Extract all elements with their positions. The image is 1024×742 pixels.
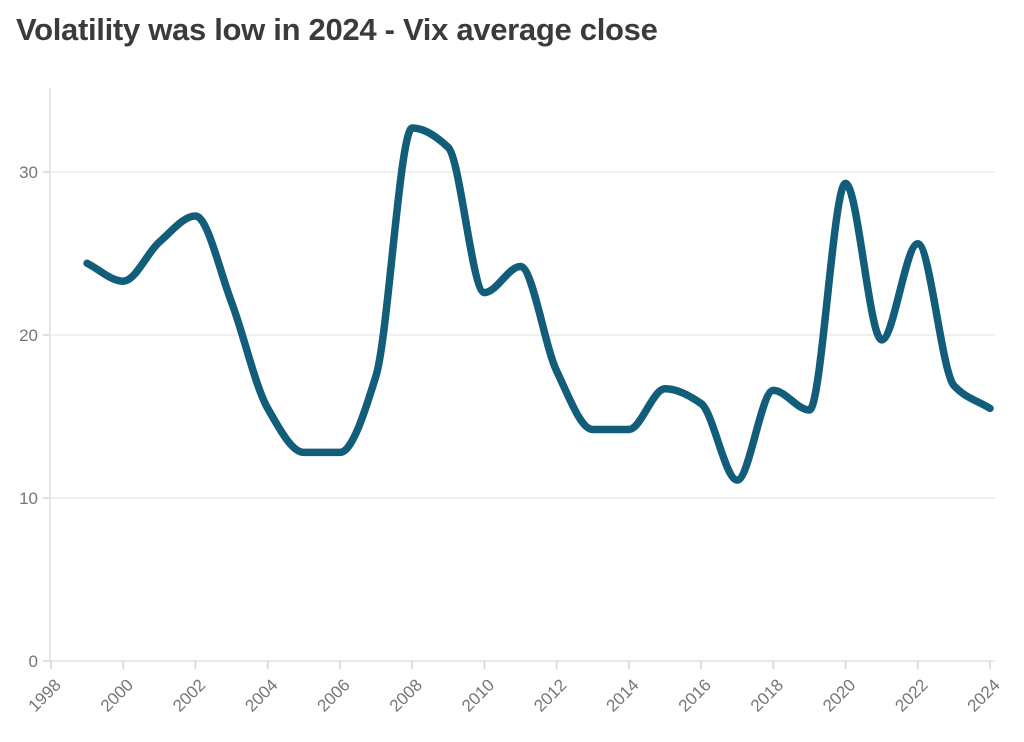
y-tick-label: 0 [29, 652, 38, 671]
x-tick-label: 2012 [530, 675, 570, 715]
x-tick-label: 2022 [891, 675, 931, 715]
y-tick-label: 10 [19, 489, 38, 508]
chart-title: Volatility was low in 2024 - Vix average… [16, 12, 658, 47]
x-tick-label: 2010 [458, 675, 498, 715]
x-tick-label: 2006 [314, 675, 354, 715]
x-tick-label: 2020 [819, 675, 859, 715]
y-tick-label: 20 [19, 326, 38, 345]
vix-line-series [83, 124, 994, 484]
x-tick-label: 2014 [602, 675, 642, 715]
x-tick-label: 2016 [675, 675, 715, 715]
x-tick-label: 2000 [97, 675, 137, 715]
x-tick-label: 2002 [169, 675, 209, 715]
x-tick-label: 2018 [747, 675, 787, 715]
x-tick-label: 1998 [25, 675, 65, 715]
x-tick-label: 2024 [964, 675, 1004, 715]
x-tick-label: 2008 [386, 675, 426, 715]
y-tick-label: 30 [19, 163, 38, 182]
x-tick-label: 2004 [241, 675, 281, 715]
